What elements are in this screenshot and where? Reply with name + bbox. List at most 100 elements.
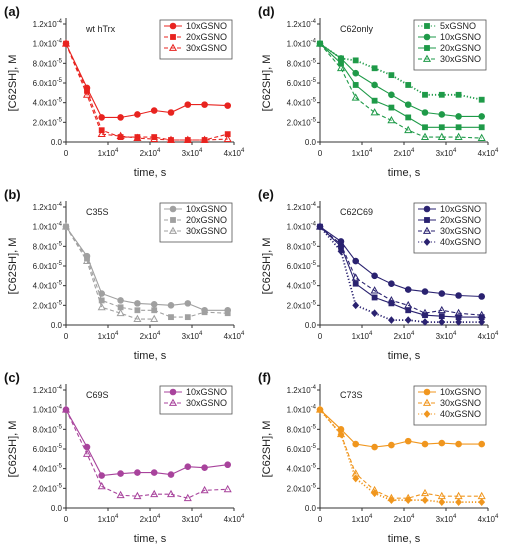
data-point — [224, 102, 231, 109]
panel-c: (c) 0.0 2.0x10-5 4.0x10-5 6.0x10-5 8.0x10-5 1.… — [4, 370, 245, 545]
data-point — [337, 247, 345, 256]
y-tick-label: 8.0x10-5 — [287, 424, 317, 434]
x-tick-label: 3x104 — [436, 148, 457, 158]
x-axis-label: time, s — [134, 533, 167, 545]
y-tick-label: 0.0 — [51, 138, 63, 147]
data-point — [455, 124, 462, 131]
data-point — [454, 132, 463, 140]
y-axis-label: [C62SH], M — [7, 55, 19, 112]
data-point — [352, 69, 359, 77]
y-tick-label: 6.0x10-5 — [287, 261, 317, 271]
y-tick-label: 8.0x10-5 — [33, 424, 63, 434]
data-point — [201, 309, 208, 316]
series-30xGSNO — [61, 222, 159, 322]
data-point — [455, 292, 462, 299]
data-point — [437, 132, 446, 140]
x-axis-label: time, s — [388, 167, 421, 179]
data-point — [61, 405, 71, 413]
data-point — [371, 309, 379, 318]
data-point — [184, 463, 192, 470]
series-40xGSNO — [316, 405, 486, 506]
data-point — [150, 314, 159, 322]
data-point — [352, 474, 360, 483]
legend-label: 20xGSNO — [186, 32, 227, 42]
sample-annotation: C73S — [340, 390, 363, 400]
x-tick-label: 3x104 — [436, 514, 457, 524]
legend-label: 20xGSNO — [186, 215, 227, 225]
data-point — [388, 280, 395, 287]
legend-label: 20xGSNO — [440, 43, 481, 53]
y-tick-label: 6.0x10-5 — [33, 78, 63, 88]
data-point — [82, 90, 92, 98]
data-point — [316, 405, 324, 414]
y-tick-label: 0.0 — [51, 504, 63, 513]
legend-marker — [170, 217, 176, 223]
legend-marker — [169, 388, 177, 396]
series-line — [319, 409, 482, 448]
series-30xGSNO — [315, 39, 486, 141]
data-point — [183, 493, 192, 502]
y-tick-label: 6.0x10-5 — [287, 78, 317, 88]
data-point — [352, 301, 360, 310]
data-point — [438, 318, 446, 326]
data-point — [150, 469, 158, 476]
data-point — [223, 134, 232, 142]
legend-label: 10xGSNO — [440, 32, 481, 42]
data-point — [117, 470, 124, 477]
legend-label: 30xGSNO — [186, 226, 227, 236]
series-line — [319, 43, 482, 128]
legend-marker — [169, 22, 177, 30]
data-point — [150, 301, 158, 308]
data-point — [352, 57, 359, 64]
data-point — [421, 288, 429, 295]
legend-marker — [424, 217, 430, 223]
data-point — [337, 430, 345, 439]
y-tick-label: 6.0x10-5 — [287, 444, 317, 454]
data-point — [150, 489, 159, 498]
data-point — [387, 316, 395, 324]
data-point — [134, 300, 141, 307]
data-point — [387, 295, 396, 304]
legend-marker — [423, 33, 431, 41]
data-point — [438, 124, 445, 131]
legend-label: 30xGSNO — [440, 226, 481, 236]
data-point — [316, 222, 324, 231]
data-point — [201, 464, 208, 471]
data-point — [404, 286, 412, 293]
y-tick-label: 0.0 — [51, 321, 63, 330]
x-tick-label: 4x104 — [478, 331, 499, 341]
x-tick-label: 1x104 — [352, 148, 373, 158]
data-point — [184, 101, 192, 108]
data-point — [371, 81, 378, 89]
legend-label: 40xGSNO — [440, 237, 481, 247]
y-tick-label: 1.0x10-4 — [287, 39, 317, 49]
x-tick-label: 1x104 — [352, 331, 373, 341]
data-point — [477, 310, 486, 319]
data-point — [133, 133, 142, 141]
y-tick-label: 4.0x10-5 — [33, 98, 63, 108]
data-point — [338, 60, 344, 67]
legend-marker — [423, 388, 431, 396]
sample-annotation: wt hTrx — [85, 24, 116, 34]
x-axis-label: time, s — [134, 350, 167, 362]
x-tick-label: 4x104 — [478, 514, 499, 524]
data-point — [404, 437, 412, 445]
legend-marker — [168, 398, 178, 406]
y-tick-label: 1.0x10-4 — [33, 405, 63, 415]
y-tick-label: 8.0x10-5 — [33, 241, 63, 251]
legend-label: 10xGSNO — [440, 204, 481, 214]
data-point — [370, 108, 379, 116]
legend-marker — [170, 34, 176, 40]
panel-label: (c) — [4, 370, 20, 385]
data-point — [478, 440, 485, 448]
sample-annotation: C62C69 — [340, 207, 373, 217]
data-point — [151, 307, 158, 314]
data-point — [371, 272, 378, 280]
x-tick-label: 0 — [64, 332, 69, 341]
data-point — [82, 449, 92, 457]
series-30xGSNO — [315, 222, 486, 319]
series-line — [65, 226, 228, 318]
